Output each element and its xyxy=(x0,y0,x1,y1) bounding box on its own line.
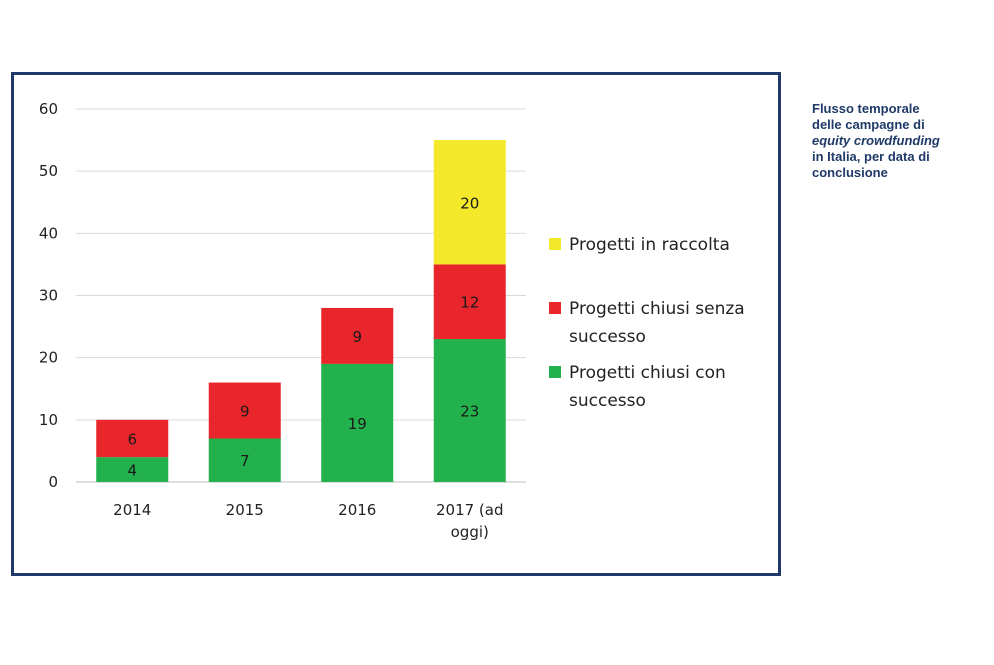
y-tick-label: 20 xyxy=(39,349,58,367)
caption-line: conclusione xyxy=(812,165,888,180)
data-label: 23 xyxy=(460,403,479,421)
legend-label: Progetti chiusi con xyxy=(569,363,726,383)
bar-segment xyxy=(208,382,281,439)
caption-line: delle campagne di xyxy=(812,117,925,132)
chart-frame: 0 10 20 30 40 50 60 4 6 2014 7 9 2015 19 9 2016 23 12 20 20… xyxy=(11,72,781,576)
bar-segment xyxy=(321,307,394,364)
bar-segment xyxy=(433,264,506,340)
y-tick-label: 0 xyxy=(48,473,58,491)
caption-line: in Italia, per data di xyxy=(812,149,930,164)
bar-segment xyxy=(208,438,281,482)
data-label: 19 xyxy=(348,415,367,433)
data-label: 9 xyxy=(240,403,250,421)
caption-line-italic: equity crowdfunding xyxy=(812,133,940,148)
caption-line: Flusso temporale xyxy=(812,101,920,116)
data-label: 6 xyxy=(127,430,137,448)
y-tick-label: 40 xyxy=(39,224,58,242)
data-label: 12 xyxy=(460,294,479,312)
legend-label: Progetti in raccolta xyxy=(569,235,730,255)
legend-swatch xyxy=(549,366,561,378)
x-tick-label: 2014 xyxy=(113,501,151,519)
bar-segment xyxy=(96,419,169,458)
bar-segment xyxy=(433,140,506,265)
data-label: 20 xyxy=(460,194,479,212)
x-tick-label: 2017 (ad xyxy=(436,501,504,519)
data-label: 7 xyxy=(240,452,250,470)
bar-segment xyxy=(321,363,394,482)
stacked-bar-chart: 0 10 20 30 40 50 60 4 6 2014 7 9 2015 19 9 2016 23 12 20 20… xyxy=(39,100,745,541)
legend-label: Progetti chiusi senza xyxy=(569,299,745,319)
y-tick-label: 50 xyxy=(39,162,58,180)
y-tick-label: 30 xyxy=(39,287,58,305)
data-label: 4 xyxy=(127,462,137,480)
x-tick-label: oggi) xyxy=(451,523,489,541)
x-tick-label: 2016 xyxy=(338,501,376,519)
y-tick-label: 60 xyxy=(39,100,58,118)
legend-label: successo xyxy=(569,391,646,411)
y-tick-label: 10 xyxy=(39,411,58,429)
bar-segment xyxy=(433,339,506,482)
legend-label: successo xyxy=(569,327,646,347)
legend-swatch xyxy=(549,238,561,250)
chart-caption: Flusso temporale delle campagne di equit… xyxy=(812,101,992,181)
data-label: 9 xyxy=(352,328,362,346)
bar-segment xyxy=(96,457,169,482)
x-tick-label: 2015 xyxy=(226,501,264,519)
legend-swatch xyxy=(549,302,561,314)
